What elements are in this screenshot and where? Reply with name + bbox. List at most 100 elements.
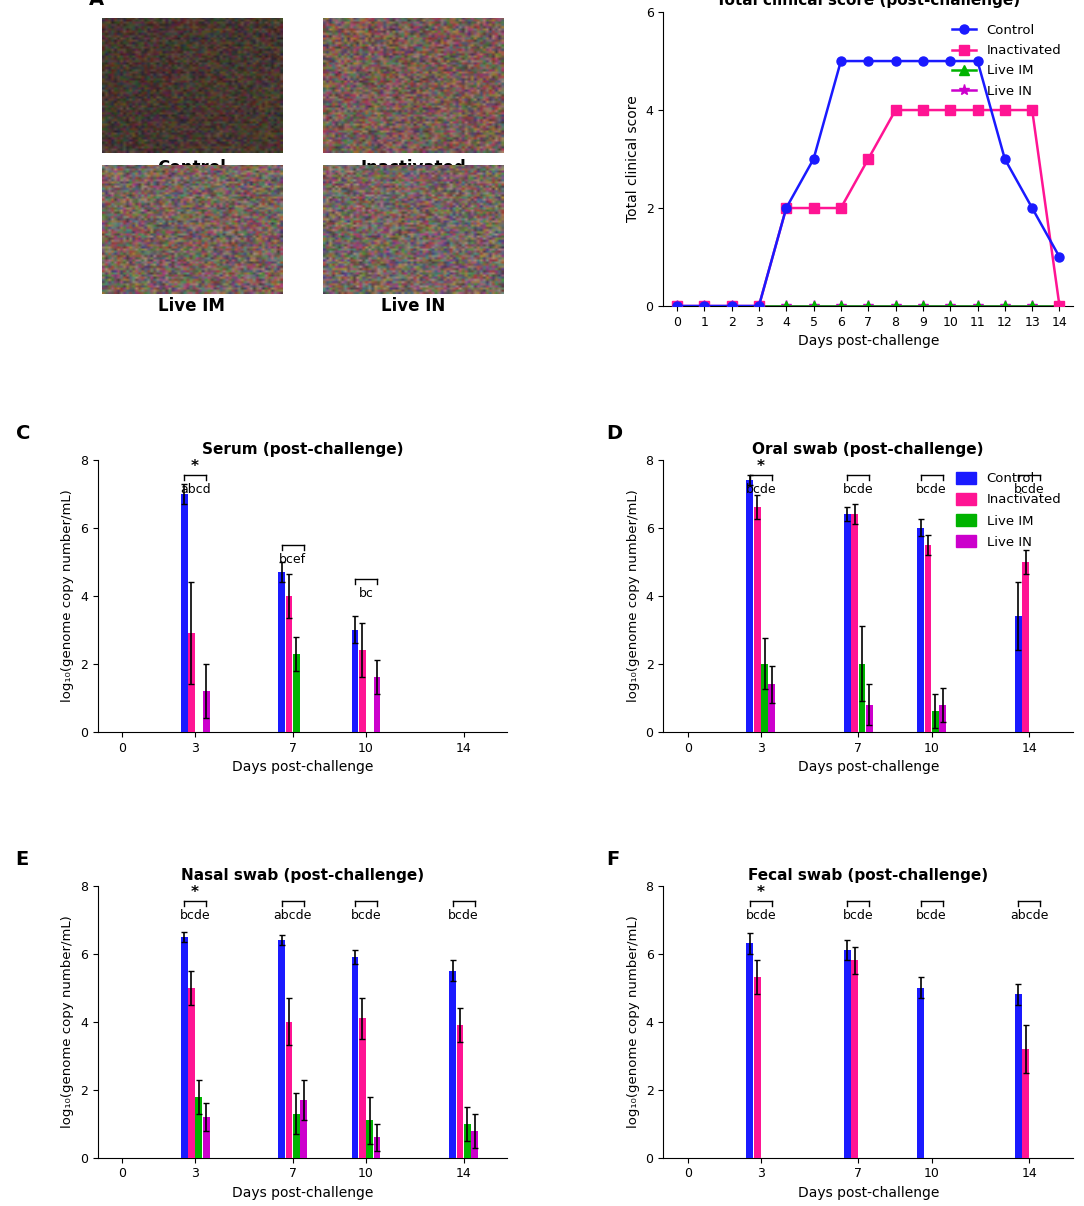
Bar (917, 528, 924, 732)
Bar (359, 650, 365, 732)
Text: Control: Control (157, 159, 227, 177)
Control (944, 54, 957, 69)
X-axis label: Days post-challenge: Days post-challenge (232, 760, 373, 774)
Control (889, 54, 902, 69)
Text: abcde: abcde (1010, 909, 1048, 923)
X-axis label: Days post-challenge: Days post-challenge (798, 334, 939, 349)
Bar (351, 630, 359, 732)
Text: Inactivated: Inactivated (360, 159, 466, 177)
Control (862, 54, 875, 69)
Inactivated (835, 200, 848, 215)
Live IN (916, 299, 929, 314)
Live IM (779, 299, 792, 314)
Bar (939, 704, 946, 732)
Live IM (889, 299, 902, 314)
Bar (851, 514, 859, 732)
Control (835, 54, 848, 69)
Bar (293, 1113, 300, 1158)
Text: bcde: bcde (1014, 484, 1045, 496)
Inactivated (670, 299, 683, 314)
Y-axis label: log₁₀(genome copy number/mL): log₁₀(genome copy number/mL) (627, 915, 640, 1128)
Bar (925, 545, 931, 732)
Live IM (998, 299, 1011, 314)
Control (752, 299, 765, 314)
X-axis label: Days post-challenge: Days post-challenge (798, 760, 939, 774)
Text: bcde: bcde (449, 909, 479, 923)
Control (698, 299, 711, 314)
Bar (203, 1117, 209, 1158)
Inactivated (808, 200, 821, 215)
Live IM (862, 299, 875, 314)
Line: Inactivated: Inactivated (672, 106, 1064, 310)
Text: *: * (757, 884, 765, 900)
Control (808, 152, 821, 166)
Live IM (916, 299, 929, 314)
Y-axis label: log₁₀(genome copy number/mL): log₁₀(genome copy number/mL) (627, 490, 640, 702)
Control (998, 152, 1011, 166)
Legend: Control, Inactivated, Live IM, Live IN: Control, Inactivated, Live IM, Live IN (951, 467, 1067, 554)
Title: Serum (post-challenge): Serum (post-challenge) (202, 443, 403, 457)
Bar (300, 1100, 307, 1158)
Inactivated (698, 299, 711, 314)
Text: *: * (191, 458, 199, 474)
Bar (917, 988, 924, 1158)
Inactivated (725, 299, 738, 314)
Text: abcde: abcde (273, 909, 312, 923)
Inactivated (752, 299, 765, 314)
Text: *: * (191, 884, 199, 900)
Bar (1015, 995, 1021, 1158)
Bar (374, 678, 380, 732)
Bar (844, 514, 851, 732)
Inactivated (916, 103, 929, 117)
Bar (449, 971, 456, 1158)
Inactivated (862, 152, 875, 166)
Bar (747, 943, 753, 1158)
Inactivated (1025, 103, 1038, 117)
Text: bcde: bcde (843, 484, 874, 496)
Bar (1022, 562, 1029, 732)
Control (1025, 200, 1038, 215)
Live IN (752, 299, 765, 314)
Text: bc: bc (359, 587, 373, 599)
Live IM (971, 299, 984, 314)
Live IN (944, 299, 957, 314)
Control (916, 54, 929, 69)
Legend: Control, Inactivated, Live IM, Live IN: Control, Inactivated, Live IM, Live IN (947, 18, 1067, 103)
Title: Nasal swab (post-challenge): Nasal swab (post-challenge) (181, 868, 424, 883)
Text: Live IM: Live IM (158, 297, 225, 315)
Bar (374, 1137, 380, 1158)
Live IN (889, 299, 902, 314)
Inactivated (779, 200, 792, 215)
Text: C: C (15, 425, 30, 444)
Control (971, 54, 984, 69)
Bar (181, 937, 188, 1158)
Bar (753, 508, 761, 732)
Bar (851, 960, 859, 1158)
Live IM (752, 299, 765, 314)
Text: bcde: bcde (746, 909, 776, 923)
Bar (279, 572, 285, 732)
Text: A: A (89, 0, 104, 10)
Title: Total clinical score (post-challenge): Total clinical score (post-challenge) (717, 0, 1020, 8)
Bar (1015, 616, 1021, 732)
Bar (286, 596, 293, 732)
Text: bcef: bcef (280, 552, 307, 566)
Bar (366, 1120, 373, 1158)
Live IM (808, 299, 821, 314)
Text: D: D (606, 425, 622, 444)
Inactivated (1053, 299, 1066, 314)
Bar (1022, 1049, 1029, 1158)
Text: E: E (15, 850, 29, 870)
Bar (464, 1124, 470, 1158)
Text: bcde: bcde (843, 909, 874, 923)
Inactivated (944, 103, 957, 117)
Text: *: * (757, 458, 765, 474)
Control (1053, 250, 1066, 264)
Line: Live IM: Live IM (672, 302, 1064, 310)
Y-axis label: log₁₀(genome copy number/mL): log₁₀(genome copy number/mL) (62, 490, 75, 702)
Live IN (835, 299, 848, 314)
Bar (351, 958, 359, 1158)
Bar (747, 480, 753, 732)
Text: bcde: bcde (350, 909, 382, 923)
Bar (195, 1096, 203, 1158)
